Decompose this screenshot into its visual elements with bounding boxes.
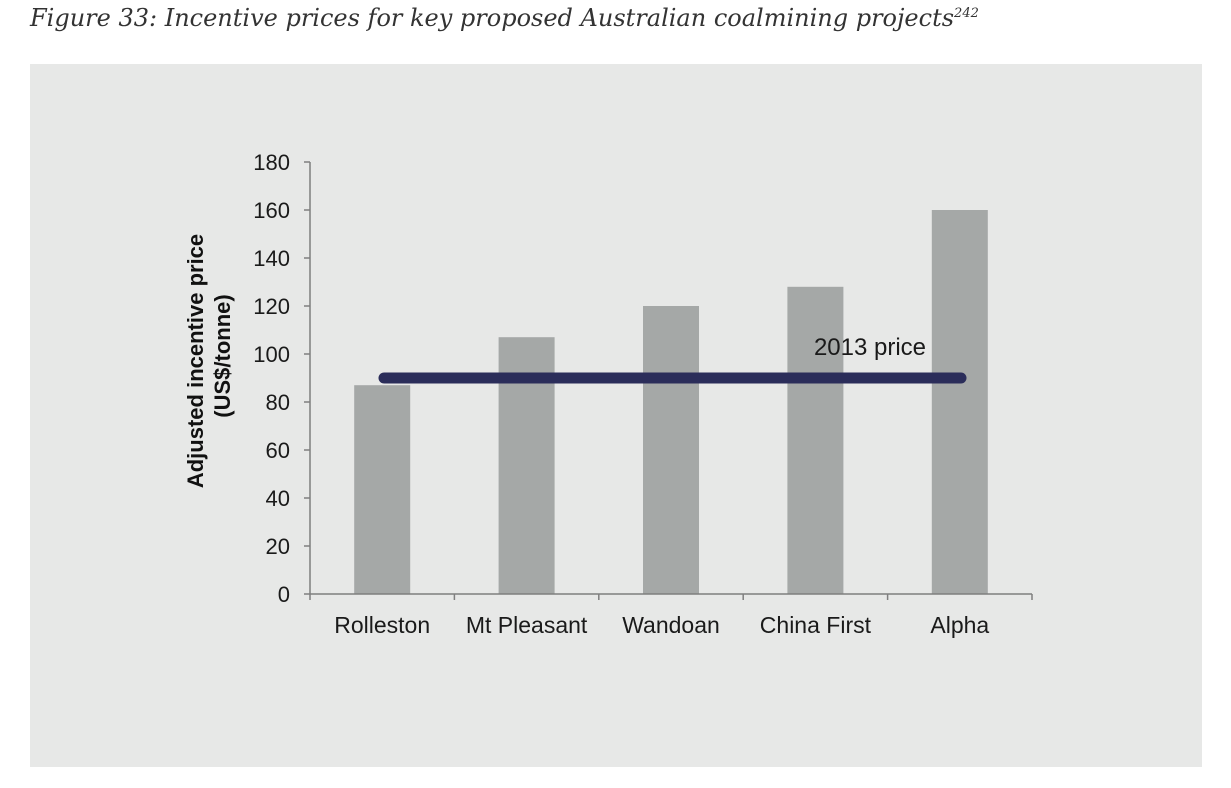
x-tick-label: Rolleston <box>334 612 430 638</box>
y-axis-title: Adjusted incentive price (US$/tonne) <box>183 234 235 488</box>
x-tick-label: Alpha <box>930 612 989 638</box>
x-tick-label: China First <box>760 612 872 638</box>
y-tick-label: 120 <box>253 294 290 319</box>
bar <box>354 385 411 594</box>
bars-group <box>354 210 988 594</box>
figure-caption: Figure 33: Incentive prices for key prop… <box>30 4 979 32</box>
caption-footnote: 242 <box>954 6 979 21</box>
y-tick-label: 80 <box>266 390 290 415</box>
x-tick-label: Wandoan <box>622 612 720 638</box>
chart-panel <box>30 64 1202 767</box>
reference-line-group: 2013 price <box>378 334 967 384</box>
axes-group: Rolleston Mt Pleasant Wandoan China First Al… <box>253 150 1033 638</box>
bar <box>643 306 699 594</box>
y-axis-title-line2: (US$/tonne) <box>210 294 235 417</box>
y-tick-label: 160 <box>253 198 290 223</box>
x-tick-label: Mt Pleasant <box>466 612 588 638</box>
caption-text: Figure 33: Incentive prices for key prop… <box>30 4 955 32</box>
y-tick-label: 180 <box>253 150 290 175</box>
y-tick-label: 60 <box>266 438 290 463</box>
bar <box>787 286 844 594</box>
y-tick-label: 20 <box>266 534 290 559</box>
y-tick-label: 40 <box>266 486 290 511</box>
y-tick-label: 0 <box>278 582 290 607</box>
bar <box>931 210 988 594</box>
y-axis-title-line1: Adjusted incentive price <box>183 234 208 488</box>
y-tick-label: 140 <box>253 246 290 271</box>
reference-line-label: 2013 price <box>814 334 926 361</box>
y-tick-label: 100 <box>253 342 290 367</box>
